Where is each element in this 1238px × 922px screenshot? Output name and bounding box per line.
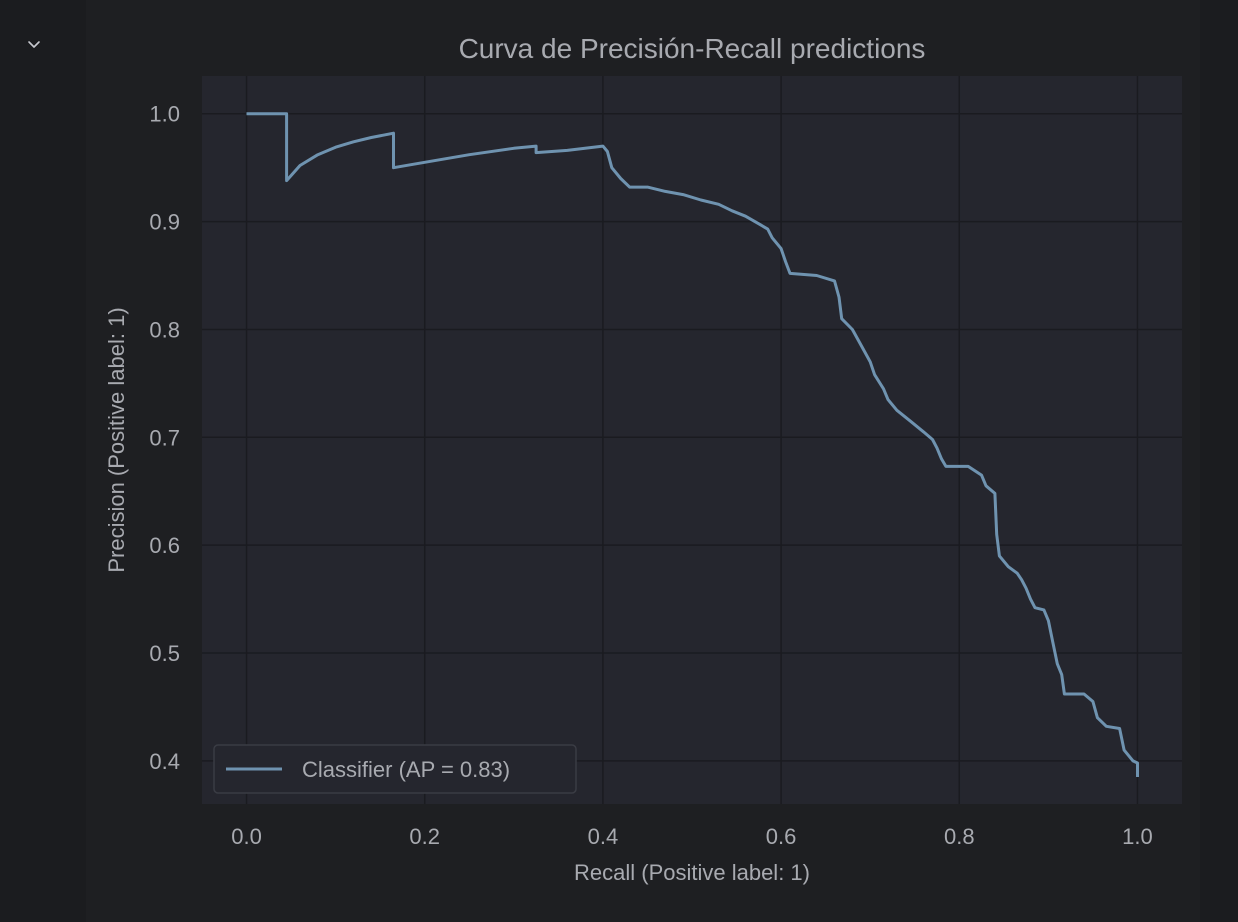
x-tick-label: 0.2 xyxy=(409,824,440,849)
plot-area xyxy=(202,76,1182,804)
x-tick-label: 0.6 xyxy=(766,824,797,849)
x-tick-label: 0.4 xyxy=(588,824,619,849)
series-layer xyxy=(246,112,1139,777)
y-tick-labels: 0.4 0.5 0.6 0.7 0.8 0.9 1.0 xyxy=(149,102,180,774)
y-tick-label: 0.4 xyxy=(149,749,180,774)
chart-title: Curva de Precisión-Recall predictions xyxy=(459,33,926,64)
y-tick-label: 0.8 xyxy=(149,317,180,342)
legend-box xyxy=(213,744,577,794)
y-tick-label: 0.7 xyxy=(149,425,180,450)
y-tick-label: 1.0 xyxy=(149,102,180,127)
legend: Classifier (AP = 0.83) xyxy=(213,744,577,794)
x-tick-label: 1.0 xyxy=(1122,824,1153,849)
chevron-down-icon[interactable] xyxy=(22,32,46,56)
y-axis-label: Precision (Positive label: 1) xyxy=(104,307,129,572)
pr-curve-series-line xyxy=(246,112,1139,777)
y-tick-label: 0.6 xyxy=(149,533,180,558)
x-tick-label: 0.8 xyxy=(944,824,975,849)
x-tick-labels: 0.0 0.2 0.4 0.6 0.8 1.0 xyxy=(231,824,1153,849)
x-tick-label: 0.0 xyxy=(231,824,262,849)
x-axis-label: Recall (Positive label: 1) xyxy=(574,860,810,885)
y-tick-label: 0.5 xyxy=(149,641,180,666)
pr-curve-chart: Curva de Precisión-Recall predictions 0.… xyxy=(104,33,1182,885)
legend-entry-label: Classifier (AP = 0.83) xyxy=(302,757,510,782)
y-tick-label: 0.9 xyxy=(149,210,180,235)
chart-figure: Curva de Precisión-Recall predictions 0.… xyxy=(86,0,1200,922)
grid-lines xyxy=(202,76,1182,804)
